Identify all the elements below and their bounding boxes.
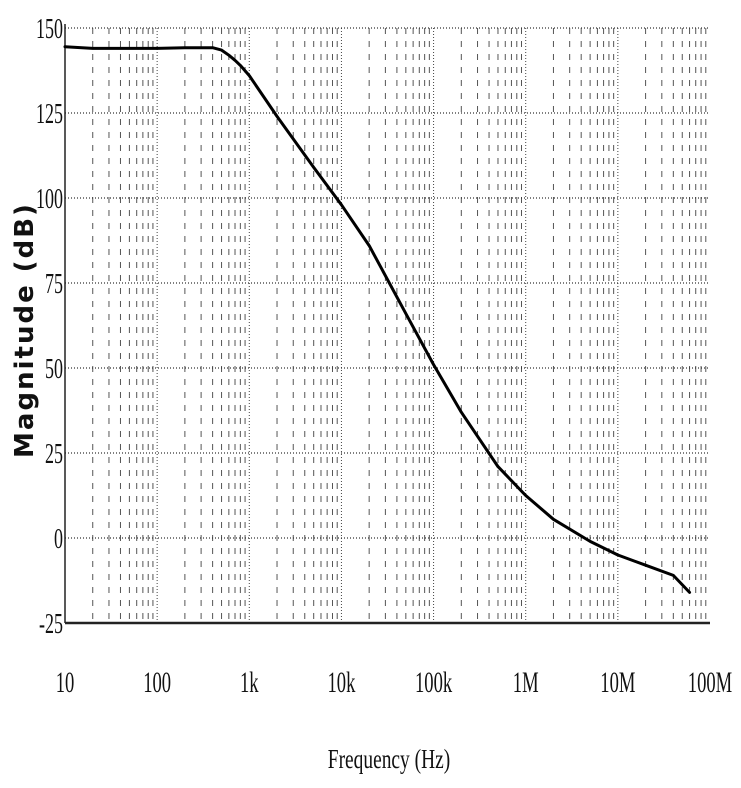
y-tick-label: 75: [45, 269, 63, 300]
y-axis-label: Magnitude (dB): [10, 202, 40, 458]
series-layer: [65, 47, 690, 593]
y-tick-label: 0: [54, 524, 63, 555]
x-tick-label: 1M: [513, 667, 539, 699]
y-tick-label: 50: [45, 354, 63, 385]
y-tick-label: -25: [39, 609, 63, 640]
y-tick-label: 150: [36, 14, 63, 45]
x-tick-label: 100k: [415, 667, 453, 699]
y-tick-labels: 150 125 100 75 50 25 0 -25: [36, 14, 63, 640]
y-tick-label: 125: [36, 99, 63, 130]
x-tick-label: 10k: [327, 667, 355, 699]
y-tick-label: 100: [36, 184, 63, 215]
series-line: [65, 47, 690, 593]
x-tick-label: 100: [143, 667, 171, 699]
x-tick-label: 10: [56, 667, 75, 699]
x-axis-label: Frequency (Hz): [328, 745, 450, 775]
y-tick-label: 25: [45, 439, 63, 470]
x-tick-labels: 10 100 1k 10k 100k 1M 10M 100M: [56, 667, 732, 699]
x-tick-label: 10M: [600, 667, 635, 699]
grid: [65, 28, 710, 623]
axes: [65, 24, 710, 623]
x-tick-label: 100M: [688, 667, 732, 699]
x-tick-label: 1k: [240, 667, 259, 699]
